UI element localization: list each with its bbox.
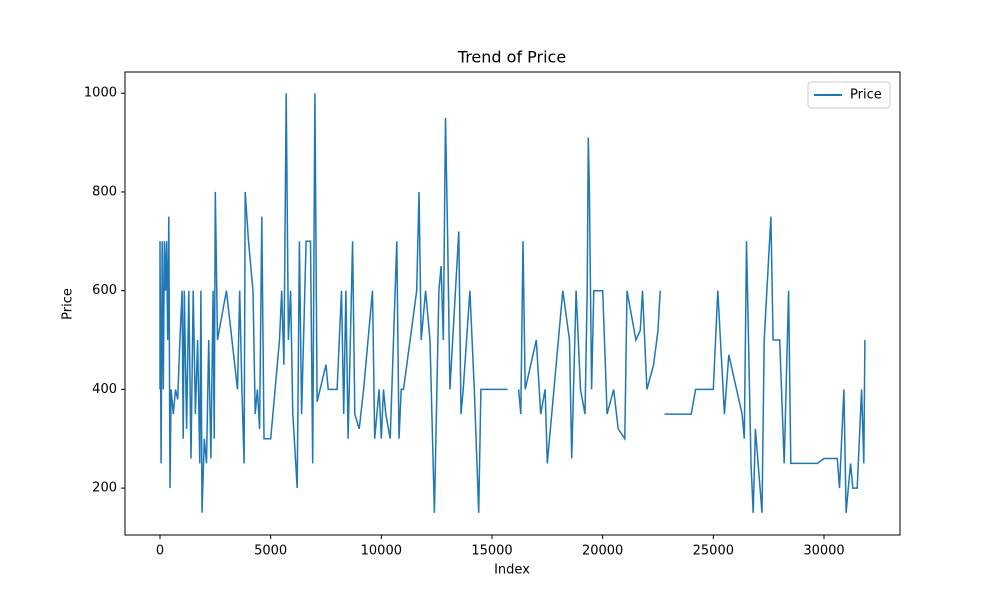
y-tick-label: 400 bbox=[92, 382, 117, 397]
chart-title: Trend of Price bbox=[457, 48, 566, 67]
x-tick-label: 10000 bbox=[361, 544, 402, 559]
axes-frame bbox=[124, 71, 901, 536]
y-tick-label: 600 bbox=[92, 283, 117, 298]
x-tick-label: 0 bbox=[156, 544, 164, 559]
x-tick-label: 30000 bbox=[803, 544, 844, 559]
legend-box bbox=[807, 81, 891, 109]
line-series bbox=[159, 93, 866, 513]
x-tick-label: 15000 bbox=[471, 544, 512, 559]
y-tick-label: 200 bbox=[92, 481, 117, 496]
x-tick-label: 20000 bbox=[582, 544, 623, 559]
x-tick-label: 5000 bbox=[254, 544, 287, 559]
x-tick-label: 25000 bbox=[693, 544, 734, 559]
y-tick-label: 1000 bbox=[84, 86, 117, 101]
x-axis-label: Index bbox=[494, 563, 530, 578]
legend-label: Price bbox=[850, 88, 882, 103]
y-axis-label: Price bbox=[61, 288, 76, 320]
y-tick-label: 800 bbox=[92, 184, 117, 199]
